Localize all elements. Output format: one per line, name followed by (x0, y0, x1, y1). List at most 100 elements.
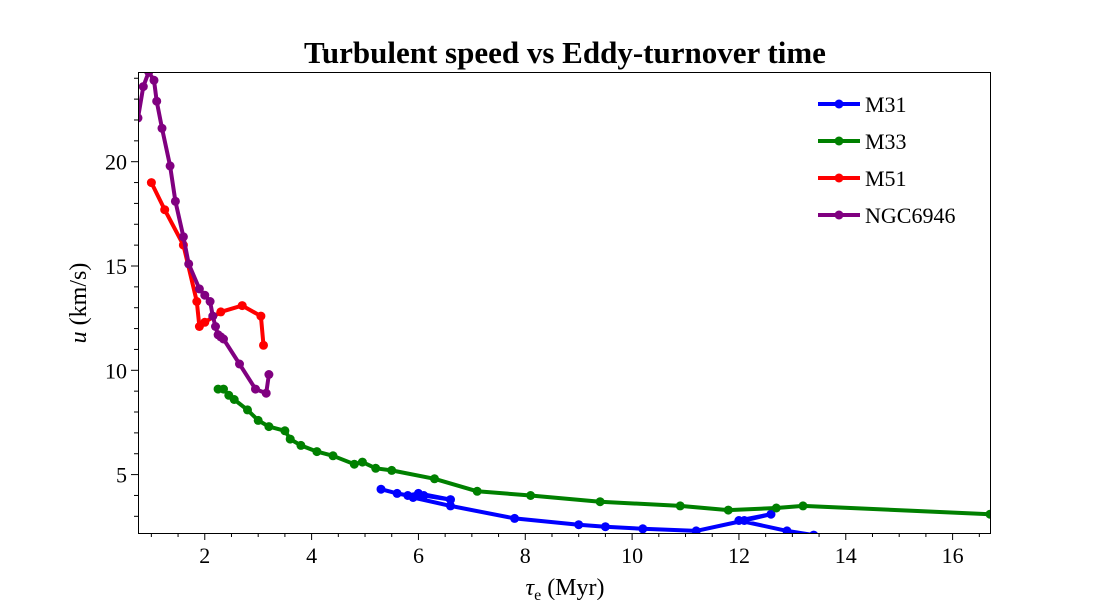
data-point (430, 474, 439, 484)
data-point (160, 205, 170, 215)
series-m51 (146, 178, 268, 350)
data-point (526, 491, 536, 500)
data-point (766, 509, 776, 519)
data-point (200, 290, 210, 300)
data-point (251, 384, 260, 394)
series-line-m31 (379, 487, 814, 533)
data-point (446, 495, 455, 505)
data-point (600, 522, 610, 532)
data-point (371, 463, 381, 473)
data-point (472, 486, 482, 496)
data-point (285, 434, 295, 444)
data-point (408, 493, 418, 502)
data-point (192, 297, 202, 306)
data-point (235, 359, 244, 369)
data-point (734, 516, 744, 525)
data-point (184, 259, 194, 269)
ticks-layer: 2 4 6 8 10 12 14 16 5 10 15 20 (105, 77, 980, 568)
data-point (985, 509, 990, 519)
data-point (165, 161, 175, 171)
series-m33 (213, 384, 990, 519)
data-point (675, 501, 685, 511)
data-point (149, 75, 159, 85)
data-point (809, 530, 818, 533)
x-tick-label: 2 (199, 543, 210, 568)
data-point (157, 123, 167, 133)
data-point (510, 513, 520, 523)
data-point (312, 447, 322, 457)
data-point (219, 384, 228, 394)
y-tick-label: 10 (105, 358, 127, 383)
data-point (638, 524, 648, 533)
series-line-ngc6946 (138, 72, 271, 396)
data-point (419, 491, 429, 500)
data-point (216, 307, 226, 317)
data-point (261, 388, 271, 398)
data-point (253, 415, 263, 425)
x-tick-label: 10 (621, 543, 643, 568)
data-point (771, 503, 781, 513)
data-point (349, 459, 359, 469)
data-point (387, 465, 397, 475)
data-point (392, 488, 402, 498)
chart-title: Turbulent speed vs Eddy-turnover time (304, 35, 826, 70)
legend-swatch-marker (834, 210, 844, 220)
data-point (178, 232, 188, 242)
legend-label: NGC6946 (865, 203, 955, 228)
data-point (138, 113, 143, 123)
data-point (200, 317, 210, 327)
legend-item-m51: M51 (818, 166, 907, 191)
legend-swatch-marker (834, 136, 844, 146)
data-point (574, 520, 584, 530)
legend-swatch-marker (834, 99, 844, 109)
data-point (211, 322, 220, 331)
data-point (296, 440, 306, 450)
x-axis-label-symbol: τ (525, 575, 535, 600)
data-point (229, 395, 239, 404)
y-axis-label-units: (km/s) (66, 263, 92, 332)
legend-item-m31: M31 (818, 92, 907, 117)
legend-label: M31 (865, 92, 907, 117)
data-point (144, 72, 154, 77)
x-tick-label: 16 (942, 543, 964, 568)
data-point (280, 426, 290, 436)
data-point (328, 451, 338, 461)
data-point (782, 526, 792, 533)
data-point (194, 284, 204, 294)
data-point (595, 497, 605, 507)
data-point (264, 370, 274, 379)
data-point (256, 311, 266, 321)
y-tick-label: 15 (105, 254, 127, 279)
data-point (264, 422, 274, 432)
data-point (446, 501, 455, 511)
data-point (205, 297, 215, 306)
legend-label: M33 (865, 129, 907, 154)
data-point (208, 311, 218, 321)
data-point (259, 340, 268, 350)
legend-swatch-marker (834, 173, 844, 183)
series-ngc6946 (138, 72, 274, 398)
x-axis-label-subscript: e (534, 587, 541, 600)
legend-item-ngc6946: NGC6946 (818, 203, 955, 228)
y-tick-label: 20 (105, 150, 127, 175)
data-point (146, 178, 156, 188)
x-tick-label: 4 (306, 543, 317, 568)
series-layer (138, 72, 990, 533)
legend-item-m33: M33 (818, 129, 907, 154)
data-point (723, 505, 733, 515)
plot-frame (138, 72, 991, 534)
data-point (357, 457, 367, 467)
legend-label: M51 (865, 166, 907, 191)
series-m31 (376, 484, 818, 533)
data-point (798, 501, 808, 511)
legend: M31 M33 M51 NGC6946 (818, 92, 955, 228)
x-tick-label: 12 (728, 543, 750, 568)
data-point (152, 96, 162, 106)
data-point (376, 484, 386, 494)
data-point (219, 334, 228, 344)
x-tick-label: 8 (520, 543, 531, 568)
data-point (138, 82, 148, 92)
y-tick-label: 5 (116, 463, 127, 488)
x-axis-label: τe (Myr) (525, 575, 604, 600)
x-axis-label-units: (Myr) (541, 575, 604, 600)
